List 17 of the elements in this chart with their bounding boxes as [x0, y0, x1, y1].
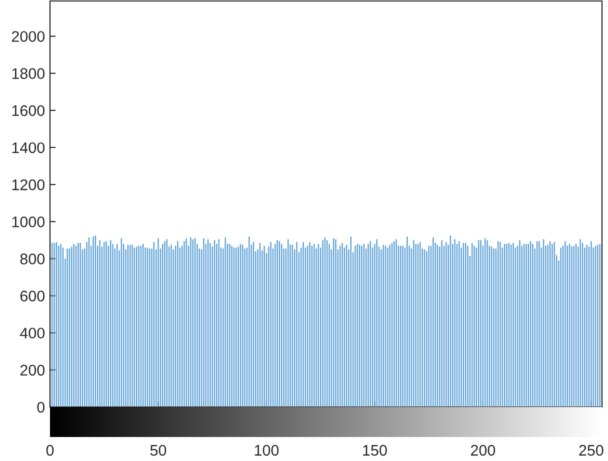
x-tick-label: 150	[363, 444, 387, 456]
x-tick-label: 250	[579, 444, 604, 456]
y-tick-label: 1400	[12, 142, 45, 154]
y-tick-label: 600	[20, 290, 45, 302]
y-tick-label: 1200	[12, 179, 45, 190]
y-tick-label: 2000	[12, 31, 45, 42]
y-tick-label: 200	[20, 364, 45, 376]
y-tick-label: 400	[20, 328, 45, 339]
x-tick-label: 50	[150, 444, 166, 456]
x-tick-label: 200	[470, 444, 496, 456]
x-tick-label: 100	[254, 444, 279, 456]
y-tick-label: 1600	[12, 105, 45, 116]
y-tick-label: 800	[20, 254, 45, 264]
y-tick-label: 1800	[12, 68, 45, 79]
x-tick-label: 0	[46, 444, 54, 456]
y-tick-label: 1000	[12, 216, 45, 228]
y-tick-label: 0	[37, 402, 45, 413]
